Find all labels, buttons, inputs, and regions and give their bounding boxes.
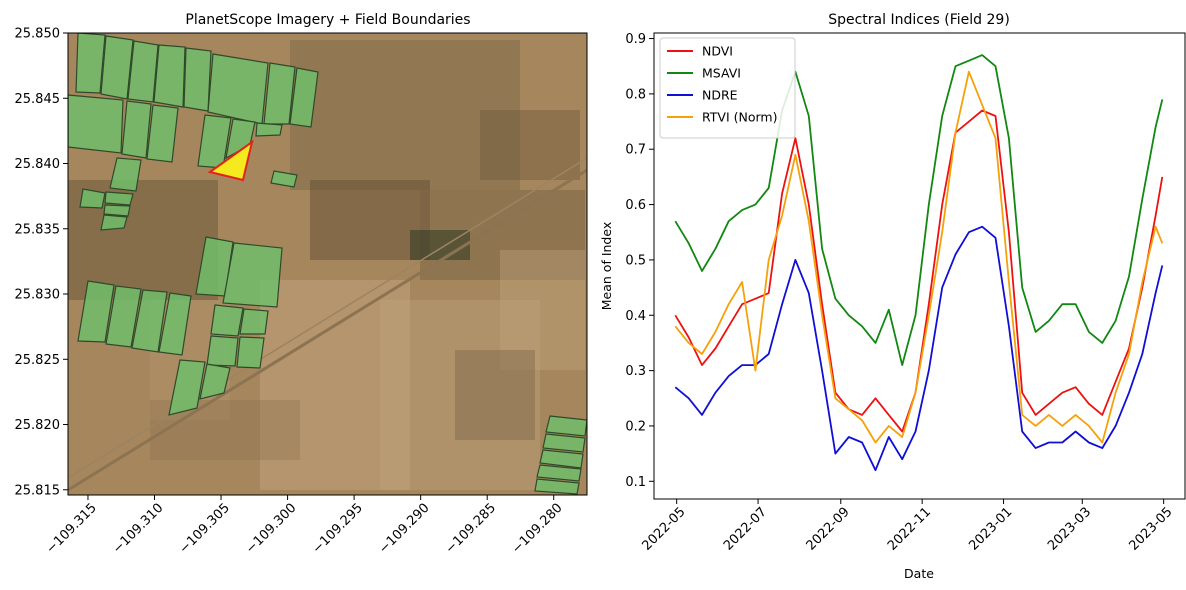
highlighted-field	[207, 139, 254, 182]
map-x-tick-label: −109.315	[44, 501, 100, 557]
x-tick-label: 2023-03	[1045, 505, 1094, 554]
map-x-tick-label: −109.285	[443, 501, 499, 557]
y-tick-label: 0.5	[625, 253, 646, 268]
y-tick-label: 0.4	[625, 309, 646, 324]
map-x-tick-label: −109.295	[310, 501, 366, 557]
x-tick-label: 2022-05	[640, 505, 689, 554]
map-x-tick-label: −109.290	[376, 501, 432, 557]
legend: NDVI MSAVI NDRE RTVI (Norm)	[659, 37, 796, 139]
map-y-tick-label: 25.835	[15, 222, 61, 237]
legend-entry: NDVI	[702, 44, 733, 59]
map-y-tick-label: 25.840	[15, 157, 61, 172]
map-x-axis: −109.315 −109.310 −109.305 −109.300 −109.295…	[44, 495, 566, 557]
line-chart-panel: Spectral Indices (Field 29) 2022-05 2022-…	[599, 12, 1186, 581]
legend-entry: RTVI (Norm)	[702, 110, 777, 125]
x-tick-label: 2023-01	[966, 505, 1015, 554]
legend-entry: MSAVI	[702, 66, 741, 81]
map-frame	[67, 32, 588, 496]
y-tick-label: 0.3	[625, 364, 646, 379]
legend-box	[659, 37, 796, 139]
map-x-tick-label: −109.305	[177, 501, 233, 557]
y-tick-label: 0.1	[625, 475, 646, 490]
x-tick-label: 2023-05	[1127, 505, 1176, 554]
series-line-rtvi-norm	[674, 70, 1164, 444]
field-boundaries	[68, 33, 587, 495]
map-y-axis: 25.815 25.820 25.825 25.830 25.835 25.840 25.8…	[15, 27, 68, 498]
y-axis-label: Mean of Index	[599, 222, 614, 310]
y-tick-label: 0.9	[625, 32, 646, 47]
map-x-tick-label: −109.310	[110, 501, 166, 557]
x-tick-label: 2022-09	[804, 505, 853, 554]
y-tick-label: 0.8	[625, 87, 646, 102]
y-tick-label: 0.6	[625, 198, 646, 213]
satellite-image	[68, 33, 587, 495]
series-lines	[674, 54, 1164, 472]
x-axis-label: Date	[904, 566, 934, 581]
map-y-tick-label: 25.825	[15, 353, 61, 368]
x-tick-label: 2022-11	[885, 505, 934, 554]
map-panel: PlanetScope Imagery + Field Boundaries	[15, 12, 588, 557]
map-x-tick-label: −109.300	[243, 501, 299, 557]
line-x-axis: 2022-05 2022-07 2022-09 2022-11 2023-01 2023-…	[640, 499, 1176, 554]
map-y-tick-label: 25.830	[15, 288, 61, 303]
x-tick-label: 2022-07	[721, 505, 770, 554]
series-line-ndvi	[674, 109, 1164, 433]
series-line-ndre	[674, 225, 1164, 472]
map-y-tick-label: 25.845	[15, 92, 61, 107]
legend-entry: NDRE	[702, 88, 738, 103]
y-tick-label: 0.2	[625, 419, 646, 434]
line-y-axis: 0.1 0.2 0.3 0.4 0.5 0.6 0.7 0.8 0.9	[625, 32, 654, 490]
line-chart-title: Spectral Indices (Field 29)	[828, 12, 1010, 28]
series-line-msavi	[674, 54, 1164, 367]
map-x-tick-label: −109.280	[509, 501, 565, 557]
y-tick-label: 0.7	[625, 143, 646, 158]
map-y-tick-label: 25.815	[15, 483, 61, 498]
map-y-tick-label: 25.850	[15, 27, 61, 42]
map-title: PlanetScope Imagery + Field Boundaries	[185, 12, 470, 28]
map-y-tick-label: 25.820	[15, 418, 61, 433]
